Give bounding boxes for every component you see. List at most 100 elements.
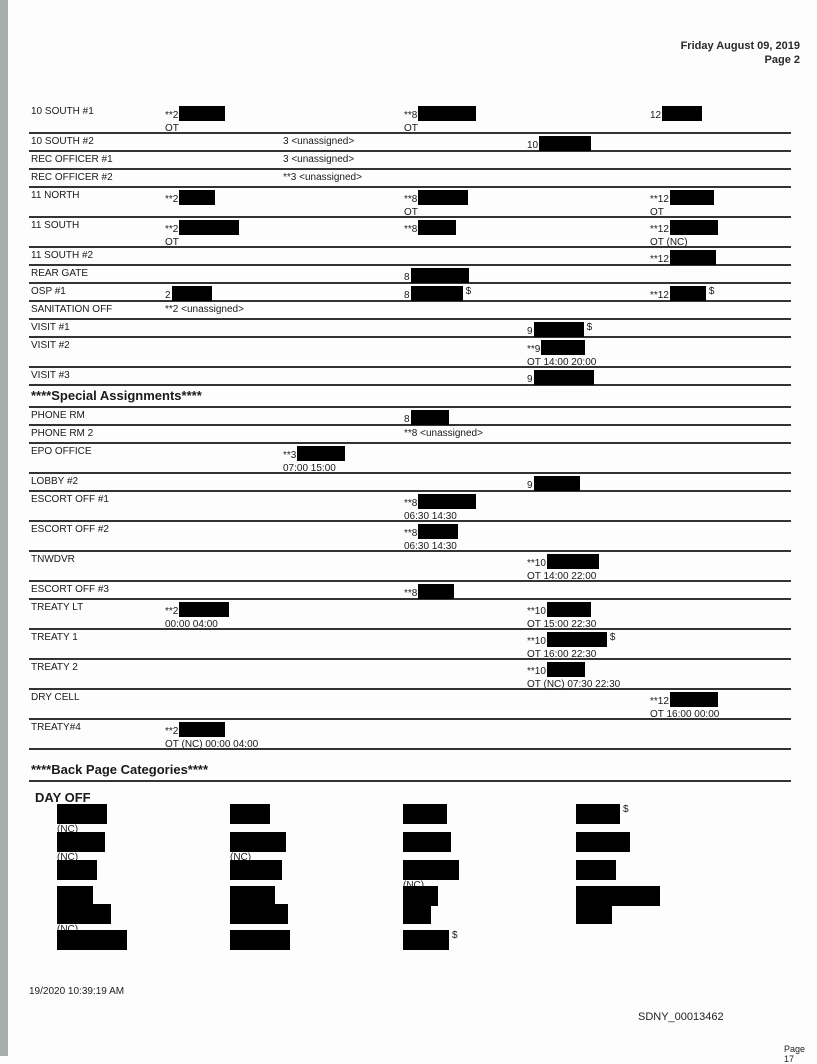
nc-flag: (NC) (230, 852, 252, 863)
table-row: PHONE RM 2 **8 <unassigned> (29, 426, 791, 444)
redaction-box (179, 190, 216, 205)
nc-flag: (NC) (57, 924, 111, 935)
post-label: TREATY LT (31, 602, 84, 613)
shift-code: 3 <unassigned> (283, 136, 355, 147)
post-label: PHONE RM 2 (31, 428, 94, 439)
redaction-box (546, 662, 585, 677)
shift-detail: OT (165, 237, 179, 248)
shift-code: **12 (650, 254, 669, 265)
redaction-box (669, 190, 714, 205)
table-row: 11 SOUTH **2 OT **8 **12 OT (NC) (29, 218, 791, 248)
shift-code: **12 (650, 290, 669, 301)
day-off-entry (403, 886, 438, 906)
shift-code: **2 (165, 606, 179, 617)
redaction-box (57, 886, 93, 906)
redaction-box (230, 804, 270, 824)
redaction-box (403, 904, 431, 924)
assignment-cell: **10 OT (NC) 07:30 22:30 (527, 662, 620, 691)
shift-detail: 07:00 15:00 (283, 463, 336, 474)
day-off-entry: (NC) (57, 904, 111, 935)
post-label: TREATY 1 (31, 632, 78, 643)
shift-code: **12 (650, 224, 669, 235)
redaction-box (576, 832, 630, 852)
post-label: 10 SOUTH #1 (31, 106, 94, 117)
day-off-entry (576, 886, 660, 906)
table-row: TREATY#4 **2 OT (NC) 00:00 04:00 (29, 720, 791, 750)
back-page-heading: ****Back Page Categories**** (29, 760, 791, 782)
assignment-cell: 2 (165, 286, 212, 302)
redaction-box (546, 632, 607, 647)
shift-detail: OT (404, 207, 418, 218)
shift-code: **8 <unassigned> (404, 428, 483, 439)
post-label: SANITATION OFF (31, 304, 113, 315)
assignment-cell: 8 (404, 410, 449, 426)
shift-detail: 06:30 14:30 (404, 541, 457, 552)
redaction-box (410, 286, 463, 301)
assignment-cell: **10 OT 14:00 22:00 (527, 554, 599, 583)
shift-code: **2 (165, 110, 179, 121)
table-row: REC OFFICER #1 3 <unassigned> (29, 152, 791, 170)
shift-code: **8 (404, 224, 418, 235)
back-page-categories: ****Back Page Categories**** DAY OFF (NC… (29, 760, 791, 950)
redaction-box (57, 804, 107, 824)
table-row: OSP #1 2 8 $ **12 $ (29, 284, 791, 302)
shift-code: **3 <unassigned> (283, 172, 362, 183)
post-label: 10 SOUTH #2 (31, 136, 94, 147)
table-row: PHONE RM 8 (29, 408, 791, 426)
shift-code: 3 <unassigned> (283, 154, 355, 165)
day-off-entry (57, 930, 127, 950)
redaction-box (57, 832, 105, 852)
redaction-box (546, 602, 591, 617)
redaction-box (576, 804, 620, 824)
redaction-box (403, 860, 459, 880)
special-assignments-heading: ****Special Assignments**** (29, 386, 791, 408)
assignment-cell: 10 (527, 136, 592, 152)
assignment-cell: **8 06:30 14:30 (404, 494, 477, 523)
shift-code: 12 (650, 110, 662, 121)
shift-code: **10 (527, 606, 546, 617)
assignment-cell: 3 <unassigned> (283, 136, 354, 148)
post-label: EPO OFFICE (31, 446, 92, 457)
assignment-cell: 9 (527, 476, 580, 492)
assignment-cell: **2 OT (165, 220, 240, 249)
scan-edge (0, 0, 8, 1056)
assignment-cell: **2 OT (165, 106, 226, 135)
post-label: TNWDVR (31, 554, 75, 565)
assignment-cell: **12 OT (650, 190, 714, 219)
post-label: 11 SOUTH (31, 220, 80, 231)
assignment-cell: 3 <unassigned> (283, 154, 354, 166)
shift-code: **12 (650, 194, 669, 205)
post-label: REC OFFICER #1 (31, 154, 113, 165)
redaction-box (533, 370, 594, 385)
post-label: TREATY 2 (31, 662, 78, 673)
shift-code: **10 (527, 666, 546, 677)
shift-detail: OT (NC) 07:30 22:30 (527, 679, 621, 690)
redaction-box (57, 904, 111, 924)
shift-code: 9 (527, 326, 533, 337)
shift-detail: OT (NC) 00:00 04:00 (165, 739, 259, 750)
redaction-box (230, 886, 275, 906)
redaction-box (418, 220, 457, 235)
table-row: REC OFFICER #2 **3 <unassigned> (29, 170, 791, 188)
assignment-cell: **8 OT (404, 190, 469, 219)
redaction-box (57, 860, 97, 880)
table-row: ESCORT OFF #1 **8 06:30 14:30 (29, 492, 791, 522)
table-row: VISIT #1 9 $ (29, 320, 791, 338)
nc-flag: (NC) (403, 880, 459, 891)
shift-detail: OT (650, 207, 664, 218)
day-off-list: (NC) (NC) (NC) (NC) (NC) $ $ (57, 804, 797, 954)
shift-detail: OT 14:00 22:00 (527, 571, 597, 582)
print-timestamp: 19/2020 10:39:19 AM (29, 986, 125, 997)
day-off-entry (57, 886, 93, 906)
nc-flag: (NC) (57, 852, 79, 863)
table-row: SANITATION OFF **2 <unassigned> (29, 302, 791, 320)
day-off-entry: $ (576, 804, 629, 824)
table-row: TREATY 1 **10 $ OT 16:00 22:30 (29, 630, 791, 660)
post-label: ESCORT OFF #2 (31, 524, 109, 535)
post-label: ESCORT OFF #1 (31, 494, 109, 505)
assignment-cell: **12 (650, 250, 716, 266)
post-label: REC OFFICER #2 (31, 172, 113, 183)
post-label: TREATY#4 (31, 722, 81, 733)
day-off-entry: (NC) (230, 832, 286, 863)
post-label: 11 NORTH (31, 190, 80, 201)
